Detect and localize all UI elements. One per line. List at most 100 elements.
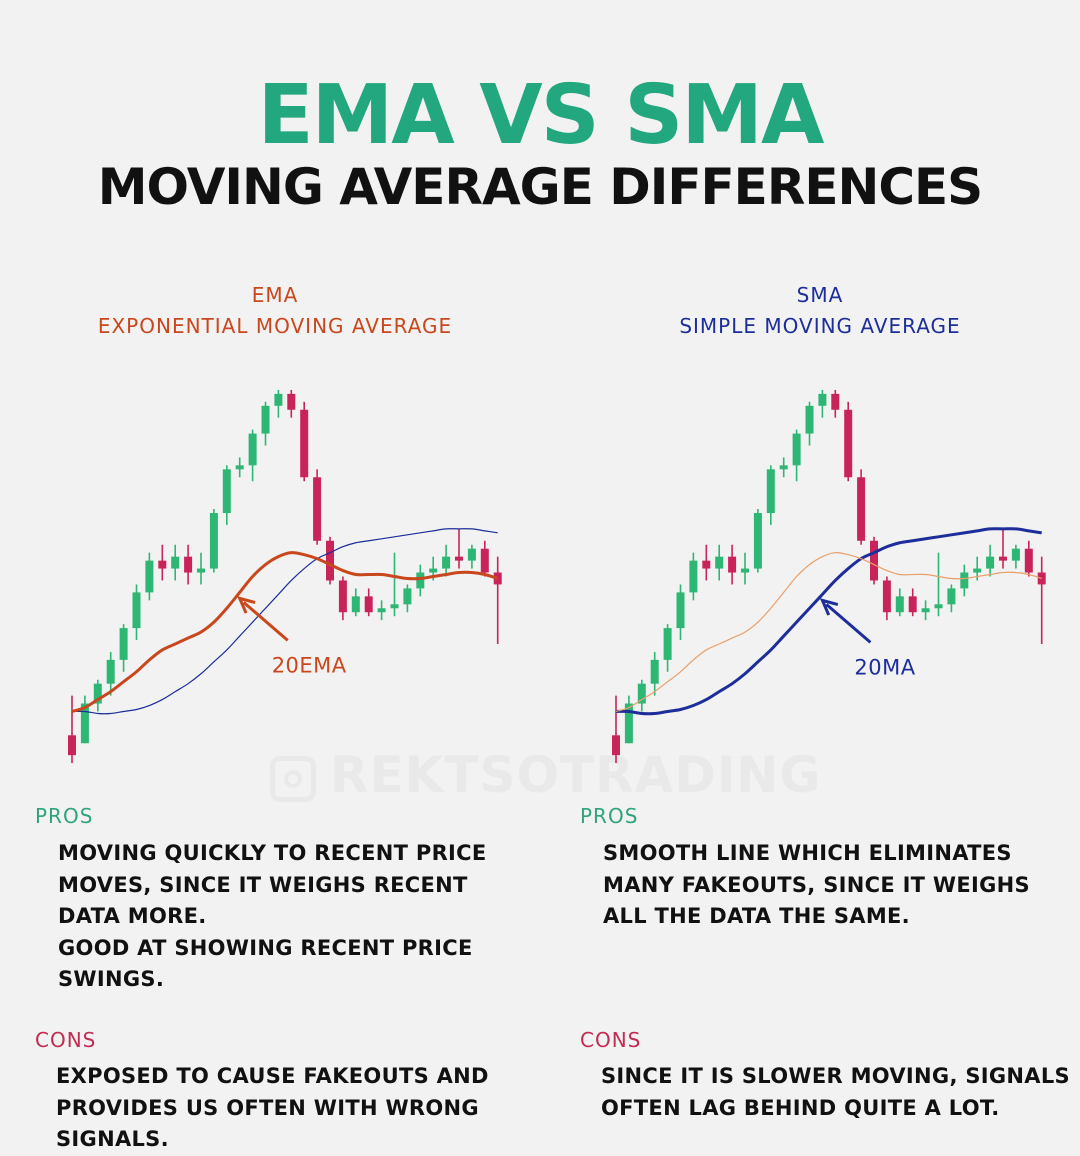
candle <box>986 544 995 577</box>
candle-body <box>467 548 476 561</box>
ema-pros-line: GOOD AT SHOWING RECENT PRICE <box>58 935 473 960</box>
candle <box>741 552 749 585</box>
candle <box>132 584 141 641</box>
candle <box>416 564 425 597</box>
candle-body <box>870 540 878 581</box>
candle-body <box>947 588 956 605</box>
ema-pros-text: MOVING QUICKLY TO RECENT PRICE MOVES, SI… <box>58 838 487 996</box>
candle-body <box>637 683 646 704</box>
candle <box>313 469 322 545</box>
candle <box>857 469 866 545</box>
candle-body <box>287 393 296 410</box>
candle <box>882 576 891 621</box>
candle-body <box>274 393 283 406</box>
ema-cons-line: EXPOSED TO CAUSE FAKEOUTS AND <box>56 1064 489 1088</box>
candle-body <box>792 433 801 466</box>
candle <box>663 624 672 672</box>
candle-body <box>741 568 749 573</box>
candle <box>960 564 969 597</box>
candle <box>1037 556 1046 644</box>
candle-body <box>377 608 386 613</box>
annotation-arrow <box>242 601 289 642</box>
candle-body <box>882 580 891 613</box>
candle <box>689 552 698 601</box>
candle <box>106 651 115 696</box>
candle <box>158 544 167 581</box>
candle-body <box>364 596 373 613</box>
candle <box>728 544 737 585</box>
candle <box>351 588 360 617</box>
candle <box>753 509 762 573</box>
candle-body <box>313 477 322 541</box>
candle <box>261 401 270 446</box>
ema-pros-label: PROS <box>35 804 94 828</box>
candle-body <box>119 628 128 660</box>
candle <box>844 401 853 482</box>
sma-line <box>71 528 498 715</box>
sma-pros-line: MANY FAKEOUTS, SINCE IT WEIGHS <box>603 872 1030 897</box>
candle <box>287 389 296 418</box>
sma-cons-label: CONS <box>580 1028 642 1052</box>
candle <box>480 540 489 577</box>
candle <box>171 544 180 581</box>
candle <box>818 389 827 418</box>
ema-line <box>71 551 499 713</box>
candle <box>455 528 463 569</box>
sma-pros-label: PROS <box>580 804 639 828</box>
candle-body <box>209 512 218 569</box>
candle <box>68 695 76 764</box>
candle-body <box>728 556 737 573</box>
candle <box>895 588 904 617</box>
sma-candlestick-chart: 20MA <box>612 389 1046 764</box>
candle <box>209 509 218 573</box>
candle-body <box>442 556 451 569</box>
sma-abbr: SMA <box>796 283 844 307</box>
candle <box>390 552 399 617</box>
arrow-head <box>237 596 256 614</box>
candle <box>715 544 724 581</box>
candle <box>934 552 943 617</box>
candle <box>338 576 347 621</box>
candle <box>145 552 154 601</box>
candle-body <box>960 572 969 589</box>
candle-body <box>248 433 257 466</box>
candle <box>612 695 620 764</box>
candle-body <box>222 469 231 513</box>
candle-body <box>650 659 659 684</box>
ema-abbr: EMA <box>251 283 299 307</box>
candle-body <box>403 588 412 605</box>
ema-pros-line: MOVING QUICKLY TO RECENT PRICE <box>58 841 487 865</box>
candle-body <box>766 469 775 513</box>
candle-body <box>818 393 827 406</box>
ema-panel-header: EMA EXPONENTIAL MOVING AVERAGE <box>40 280 510 342</box>
ema-line <box>615 552 1042 713</box>
sma-pros-text: SMOOTH LINE WHICH ELIMINATES MANY FAKEOU… <box>603 838 1030 933</box>
candle <box>119 624 128 672</box>
candle <box>999 528 1007 569</box>
candle-body <box>145 560 154 593</box>
sma-full-name: SIMPLE MOVING AVERAGE <box>679 314 961 338</box>
camera-icon <box>270 755 316 802</box>
candle-body <box>715 556 724 569</box>
candle-body <box>844 409 853 478</box>
ema-cons-line: PROVIDES US OFTEN WITH WRONG <box>56 1095 479 1120</box>
candle <box>93 679 102 712</box>
page-subtitle: MOVING AVERAGE DIFFERENCES <box>97 158 983 216</box>
candle <box>637 679 646 712</box>
candle-body <box>702 560 711 569</box>
candle-body <box>624 703 633 744</box>
candle <box>1024 540 1033 577</box>
ema-pros-line: MOVES, SINCE IT WEIGHS RECENT <box>58 872 468 897</box>
sma-cons-text: SINCE IT IS SLOWER MOVING, SIGNALS OFTEN… <box>601 1061 1070 1124</box>
candle-body <box>93 683 102 704</box>
candle-body <box>857 477 866 541</box>
candle-body <box>493 572 502 585</box>
watermark-text: REKTSOTRADING <box>330 746 822 804</box>
candle-body <box>612 735 620 756</box>
watermark: REKTSOTRADING <box>270 745 820 805</box>
candle-body <box>68 735 76 756</box>
candle <box>779 457 788 478</box>
candle-body <box>326 540 334 581</box>
candle <box>442 544 451 577</box>
candle-body <box>1024 548 1033 573</box>
